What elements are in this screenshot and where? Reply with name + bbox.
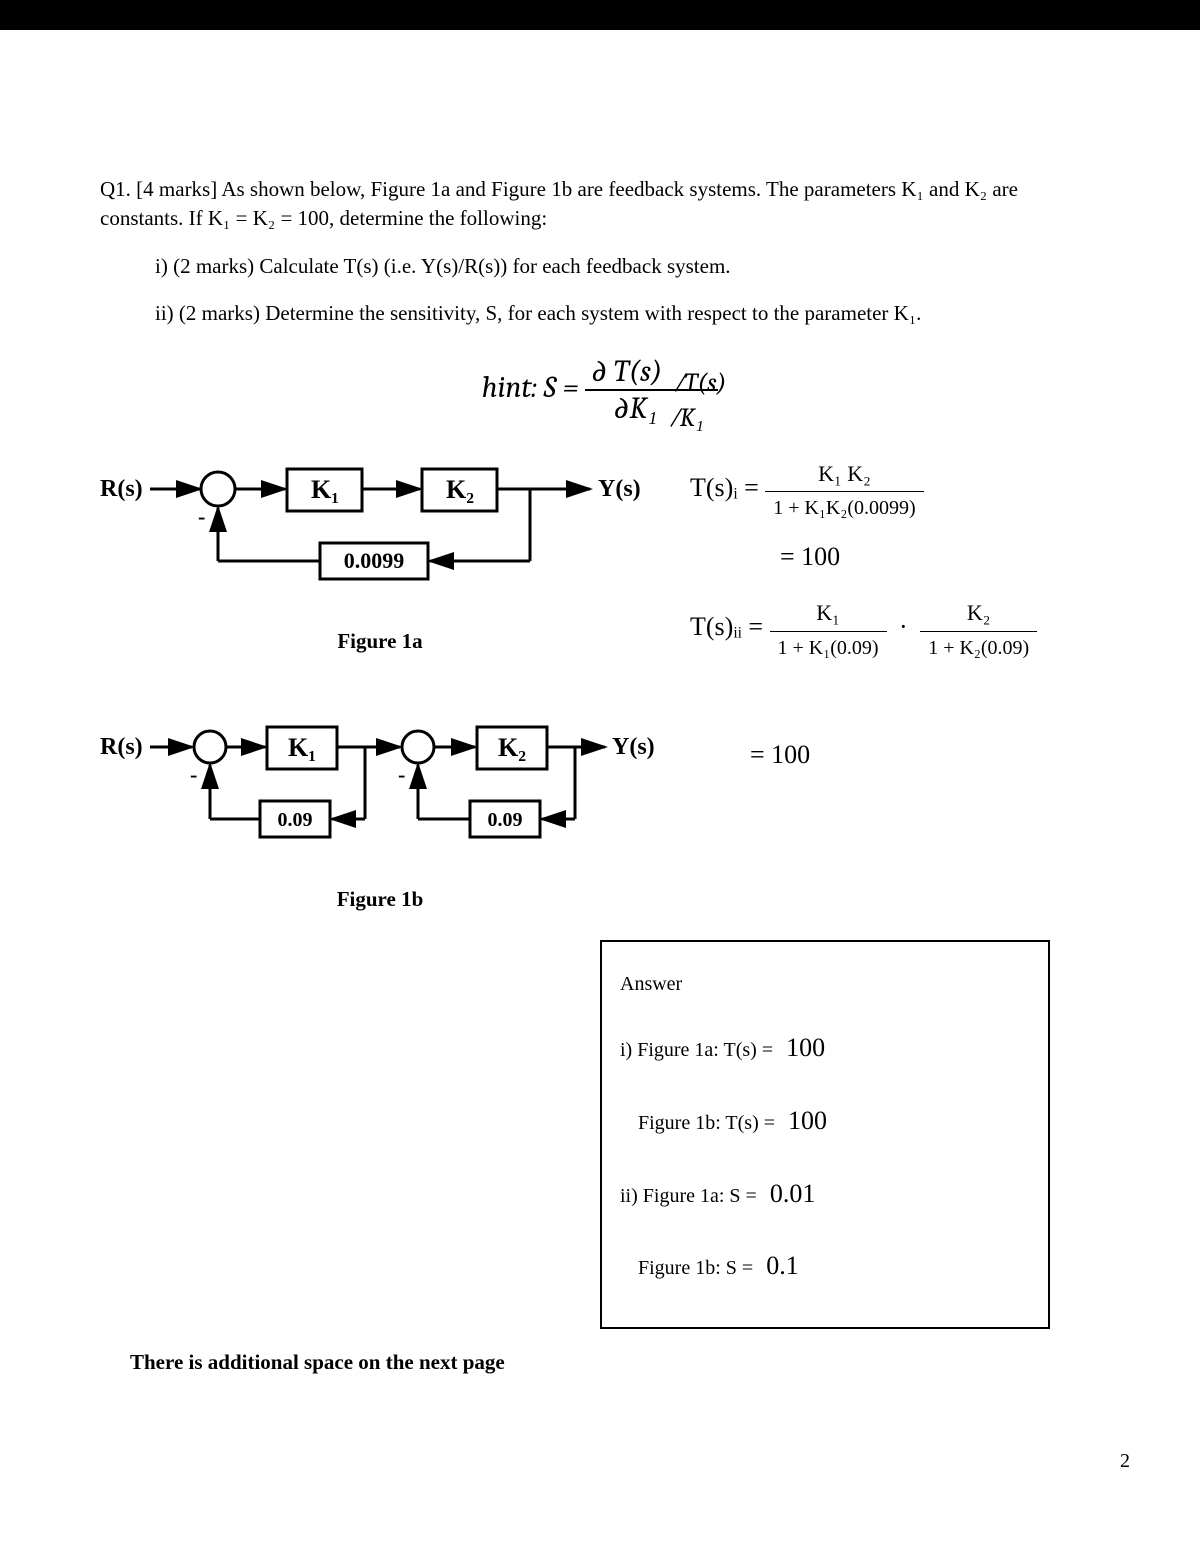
figure-1a: R(s) - K₁ K₂ Y(s) [100,446,660,654]
fig1b-input-label: R(s) [100,734,143,760]
question-part-i: i) (2 marks) Calculate T(s) (i.e. Y(s)/R… [155,252,1100,281]
fig1a-input-label: R(s) [100,476,143,502]
fig1a-k2: K₂ [446,475,474,504]
hint-num-right: T(s) [684,368,726,398]
hint-fraction: ∂ T(s)⁄T(s) ∂K₁⁄K₁ [585,354,718,426]
fig1b-output-label: Y(s) [612,734,655,760]
answer-line4-label: Figure 1b: S = [638,1257,753,1279]
hint-den-right: K₁ [680,403,704,433]
hand-t1-num: K₁ K₂ [765,456,923,492]
hand-t1-lhs: T(s)ᵢ = [690,473,759,502]
hand-t2-lhs: T(s)ᵢᵢ = [690,612,763,641]
question-heading: Q1. [4 marks] As shown below, Figure 1a … [100,175,1100,234]
hand-t2b-num: K₂ [920,595,1037,631]
answer-line-1: i) Figure 1a: T(s) = 100 [620,1012,1030,1085]
hand-t1-result: = 100 [780,536,1100,578]
figure-1b-svg: R(s) - K₁ - K₂ [100,704,660,874]
figure-1b-caption: Figure 1b [100,887,660,912]
fig1a-output-label: Y(s) [598,476,641,502]
answer-line-3: ii) Figure 1a: S = 0.01 [620,1158,1030,1231]
answer-line-2: Figure 1b: T(s) = 100 [620,1085,1030,1158]
answer-line1-label: i) Figure 1a: T(s) = [620,1039,773,1061]
answer-line3-val: 0.01 [770,1179,816,1208]
hint-den-left: ∂K₁ [614,391,658,426]
figure-1b: R(s) - K₁ - K₂ [100,704,660,912]
answer-box: Answer i) Figure 1a: T(s) = 100 Figure 1… [600,940,1050,1329]
answer-line4-val: 0.1 [766,1251,799,1280]
answer-line3-label: ii) Figure 1a: S = [620,1185,757,1207]
handwriting-1a: T(s)ᵢ = K₁ K₂ 1 + K₁K₂(0.0099) = 100 T(s… [660,446,1100,664]
fig1b-fb1: 0.09 [278,809,313,831]
answer-line2-label: Figure 1b: T(s) = [638,1112,775,1134]
hand-t2a-den: 1 + K₁(0.09) [770,632,887,664]
question-part-ii: ii) (2 marks) Determine the sensitivity,… [155,299,1100,328]
figure-1a-caption: Figure 1a [100,629,660,654]
hand-t2a-num: K₁ [770,595,887,631]
content-area: Q1. [4 marks] As shown below, Figure 1a … [100,175,1100,912]
svg-text:-: - [190,762,197,787]
hint-label: hint: S = [482,370,579,405]
answer-line1-val: 100 [786,1033,825,1062]
answer-title: Answer [620,956,1030,1012]
minus-sign: - [198,504,205,529]
footer-note: There is additional space on the next pa… [130,1350,505,1375]
fig1b-k2: K₂ [498,733,526,762]
answer-line2-val: 100 [788,1106,827,1135]
hint-formula: hint: S = ∂ T(s)⁄T(s) ∂K₁⁄K₁ [100,354,1100,426]
fig1a-feedback: 0.0099 [344,548,405,573]
hand-t2: T(s)ᵢᵢ = K₁ 1 + K₁(0.09) · K₂ 1 + K₂(0.0… [690,595,1100,663]
scan-top-bar [0,0,1200,30]
row-figure-1b: R(s) - K₁ - K₂ [100,704,1100,912]
page-number: 2 [1120,1450,1130,1473]
svg-text:-: - [398,762,405,787]
fig1a-k1: K₁ [311,475,339,504]
handwriting-1b: = 100 [660,704,1100,776]
figure-1a-svg: R(s) - K₁ K₂ Y(s) [100,446,660,616]
page: Q1. [4 marks] As shown below, Figure 1a … [0,0,1200,1553]
answer-line-4: Figure 1b: S = 0.1 [620,1230,1030,1303]
fig1b-fb2: 0.09 [488,809,523,831]
hand-t1: T(s)ᵢ = K₁ K₂ 1 + K₁K₂(0.0099) [690,456,1100,524]
hint-num-left: ∂ T(s) [591,354,662,389]
hand-t1-den: 1 + K₁K₂(0.0099) [765,492,923,524]
hand-t2b-den: 1 + K₂(0.09) [920,632,1037,664]
row-figure-1a: R(s) - K₁ K₂ Y(s) [100,446,1100,664]
fig1b-k1: K₁ [288,733,316,762]
hand-t2-result: = 100 [750,734,1100,776]
